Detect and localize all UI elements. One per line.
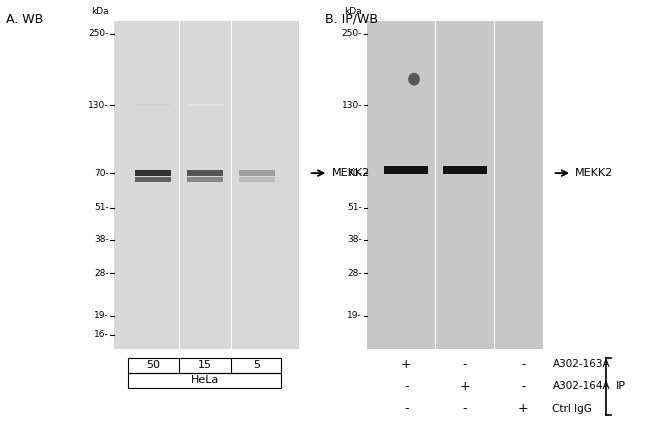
Text: -: -	[404, 380, 408, 393]
Bar	[187, 104, 223, 106]
Text: MEKK2: MEKK2	[332, 168, 370, 178]
Bar	[135, 170, 171, 176]
Text: B. IP/WB: B. IP/WB	[325, 13, 378, 26]
Text: kDa: kDa	[91, 7, 109, 16]
Text: 38-: 38-	[347, 236, 362, 245]
Text: A. WB: A. WB	[6, 13, 44, 26]
Bar	[443, 166, 487, 174]
Text: 130-: 130-	[341, 101, 362, 110]
Text: -: -	[521, 358, 525, 371]
Text: 19-: 19-	[94, 311, 109, 320]
Text: 16-: 16-	[94, 330, 109, 339]
Text: 130-: 130-	[88, 101, 109, 110]
Bar	[187, 170, 223, 176]
Text: 5: 5	[254, 360, 260, 370]
Text: A302-163A: A302-163A	[552, 359, 610, 369]
Text: +: +	[518, 402, 528, 415]
Text: Ctrl IgG: Ctrl IgG	[552, 403, 592, 414]
Text: 70-: 70-	[347, 169, 362, 178]
Text: +: +	[401, 358, 411, 371]
Text: MEKK2: MEKK2	[575, 168, 614, 178]
Text: 250-: 250-	[88, 29, 109, 38]
Bar	[129, 373, 281, 388]
Ellipse shape	[408, 73, 420, 86]
Text: 51-: 51-	[94, 203, 109, 212]
Bar	[239, 170, 275, 176]
Bar	[384, 166, 428, 174]
Text: -: -	[463, 402, 467, 415]
Text: A302-164A: A302-164A	[552, 381, 610, 391]
Text: IP: IP	[616, 381, 625, 391]
Text: kDa: kDa	[344, 7, 362, 16]
Text: 38-: 38-	[94, 236, 109, 245]
Text: 51-: 51-	[347, 203, 362, 212]
Text: 15: 15	[198, 360, 212, 370]
Bar	[135, 178, 171, 181]
Bar	[129, 358, 281, 373]
Text: HeLa: HeLa	[190, 375, 219, 385]
Bar	[135, 104, 171, 106]
Text: 70-: 70-	[94, 169, 109, 178]
Text: 250-: 250-	[342, 29, 362, 38]
Text: +: +	[460, 380, 470, 393]
Text: 19-: 19-	[347, 311, 362, 320]
Bar	[114, 21, 299, 349]
Bar	[367, 21, 543, 349]
Bar	[187, 178, 223, 181]
Text: -: -	[463, 358, 467, 371]
Bar	[239, 178, 275, 181]
Text: 50: 50	[146, 360, 160, 370]
Text: 28-: 28-	[94, 269, 109, 278]
Text: -: -	[521, 380, 525, 393]
Text: 28-: 28-	[347, 269, 362, 278]
Text: -: -	[404, 402, 408, 415]
